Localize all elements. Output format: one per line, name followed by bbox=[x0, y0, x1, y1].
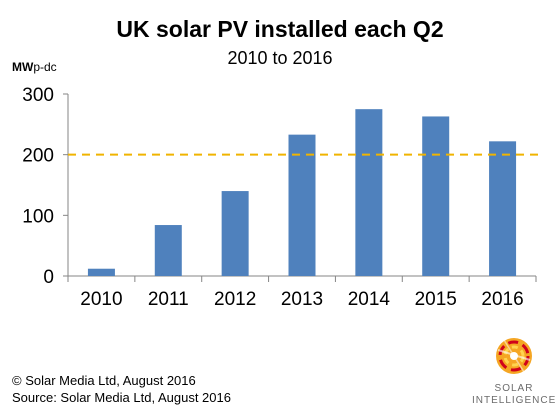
bar-2016 bbox=[489, 141, 517, 276]
bar-2013 bbox=[288, 134, 316, 276]
logo-line-1: SOLAR bbox=[494, 383, 534, 394]
copyright-text: © Solar Media Ltd, August 2016 bbox=[12, 373, 196, 388]
footer: © Solar Media Ltd, August 2016 Source: S… bbox=[12, 372, 231, 406]
x-tick-label: 2012 bbox=[214, 289, 256, 310]
x-tick-label: 2011 bbox=[148, 289, 189, 310]
bar-2011 bbox=[154, 225, 182, 276]
y-axis-unit-label: MWp-dc bbox=[12, 60, 57, 74]
bar-2014 bbox=[355, 109, 383, 277]
x-tick-label: 2014 bbox=[348, 289, 391, 310]
y-tick-label: 300 bbox=[22, 85, 54, 106]
chart-subtitle: 2010 to 2016 bbox=[227, 48, 333, 68]
y-tick-label: 0 bbox=[43, 267, 54, 288]
source-text: Source: Solar Media Ltd, August 2016 bbox=[12, 390, 231, 405]
bar-2010 bbox=[87, 268, 115, 276]
unit-main: MW bbox=[12, 60, 34, 74]
solar-intelligence-logo: SOLAR INTELLIGENCE bbox=[472, 336, 556, 407]
y-tick-label: 200 bbox=[22, 146, 54, 167]
x-tick-label: 2013 bbox=[281, 289, 323, 310]
x-tick-label: 2016 bbox=[481, 289, 523, 310]
bar-2012 bbox=[221, 191, 249, 276]
x-tick-label: 2010 bbox=[80, 289, 122, 310]
solar-intelligence-logo-icon bbox=[496, 338, 532, 374]
logo-line-2: INTELLIGENCE bbox=[472, 395, 557, 406]
unit-sub: p-dc bbox=[33, 60, 57, 74]
y-tick-label: 100 bbox=[22, 206, 54, 227]
bar-2015 bbox=[422, 116, 450, 277]
chart-title: UK solar PV installed each Q2 bbox=[116, 16, 444, 42]
x-tick-label: 2015 bbox=[415, 289, 457, 310]
